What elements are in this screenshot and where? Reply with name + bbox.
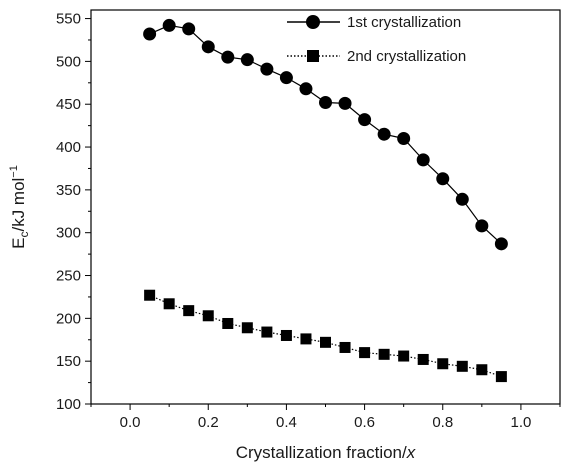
legend-marker [307,50,319,62]
y-tick-label: 300 [56,225,81,242]
data-point [261,326,273,338]
series-layer [143,18,508,383]
data-point [359,347,371,359]
x-axis: 0.0 0.2 0.4 0.6 0.8 1.0 [90,404,561,431]
y-axis-label-main: E [9,238,28,249]
data-point [456,360,468,372]
data-point [494,237,508,251]
y-tick-label: 450 [56,96,81,113]
data-point [455,192,469,206]
y-axis-label: Ec/kJ mol−1 [8,165,31,249]
legend-marker [306,15,320,29]
x-axis-label-text: Crystallization fraction/ [236,443,407,462]
data-point [358,113,372,127]
y-tick-label: 100 [56,396,81,413]
data-point [378,348,390,360]
data-point [280,329,292,341]
data-point [162,18,176,32]
data-point [416,153,430,167]
x-tick-label: 0.8 [432,414,453,431]
data-point [475,219,489,233]
legend: 1st crystallization 2nd crystallization [287,14,466,65]
data-point [299,82,313,96]
y-tick-label: 250 [56,268,81,285]
data-point [182,22,196,36]
x-tick-label: 0.2 [198,414,219,431]
data-point [495,371,507,383]
data-point [377,127,391,141]
data-point [143,27,157,41]
data-point [221,50,235,64]
x-tick-label: 0.4 [276,414,297,431]
y-tick-label: 350 [56,182,81,199]
data-point [183,305,195,317]
x-tick-label: 0.0 [120,414,141,431]
data-point [240,53,254,67]
legend-item-1: 1st crystallization [287,14,461,31]
data-point [339,341,351,353]
data-point [320,336,331,348]
y-tick-label: 150 [56,353,81,370]
series-line [149,294,502,378]
y-axis-label-unit: /kJ mol [9,178,28,232]
data-point [144,289,156,301]
data-point [279,71,293,85]
data-point [437,358,449,370]
x-tick-label: 1.0 [510,414,531,431]
data-point [241,322,253,334]
x-tick-label: 0.6 [354,414,375,431]
data-point [436,172,450,186]
series-1 [143,18,508,251]
y-axis-label-superscript: −1 [8,165,20,178]
data-point [338,96,352,110]
y-axis-label-subscript: c [17,232,31,238]
data-point [163,298,175,310]
data-point [319,96,332,110]
data-point [417,353,429,365]
y-tick-label: 500 [56,53,81,70]
legend-label: 1st crystallization [347,14,461,31]
data-point [397,131,411,145]
data-point [201,40,215,54]
data-point [300,333,312,345]
legend-label: 2nd crystallization [347,48,466,65]
series-2 [144,289,507,383]
x-axis-label: Crystallization fraction/x [236,443,416,462]
data-point [202,310,214,322]
y-axis: 100 150 200 250 300 350 400 450 500 550 [56,11,91,413]
data-point [260,62,274,76]
x-axis-label-variable: x [406,443,416,462]
y-tick-label: 400 [56,139,81,156]
data-point [476,364,488,376]
y-tick-label: 200 [56,310,81,327]
data-point [398,350,410,362]
data-point [222,317,234,329]
legend-item-2: 2nd crystallization [287,48,466,65]
y-tick-label: 550 [56,11,81,28]
